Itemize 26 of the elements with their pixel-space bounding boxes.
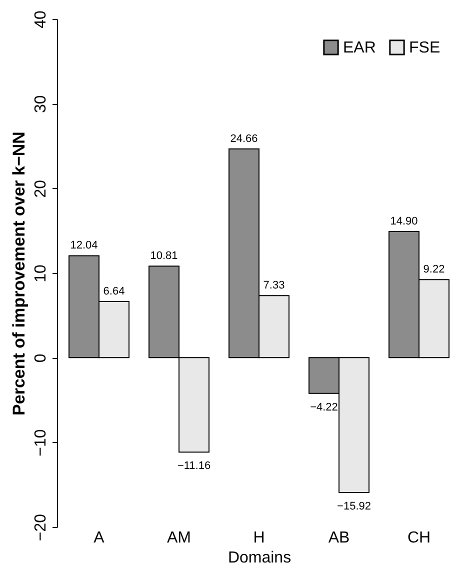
y-tick-label: 40: [32, 10, 50, 28]
x-tick-label: AB: [328, 530, 350, 546]
x-tick-label: A: [94, 530, 105, 546]
data-label: −15.92: [337, 500, 371, 512]
legend-label: FSE: [409, 39, 440, 56]
y-tick-label: −10: [32, 429, 50, 456]
x-axis-title: Domains: [228, 550, 292, 566]
data-label: 10.81: [150, 250, 178, 262]
y-tick-label: 30: [32, 95, 50, 114]
y-tick-label: 20: [32, 180, 50, 198]
data-label: 7.33: [263, 280, 285, 292]
y-tick-label: −20: [32, 514, 50, 542]
legend-label: EAR: [343, 39, 376, 56]
x-tick-label: AM: [167, 530, 191, 546]
data-label: 9.22: [423, 264, 445, 276]
data-label: 6.64: [103, 285, 125, 298]
data-label: −4.22: [310, 401, 338, 414]
y-tick-label: 0: [32, 354, 50, 363]
data-label: 24.66: [230, 132, 258, 145]
data-label: 14.90: [390, 216, 418, 228]
x-tick-label: H: [253, 530, 265, 546]
y-tick-label: 10: [32, 264, 50, 282]
data-label: −11.16: [177, 460, 211, 472]
y-axis-title: Percent of improvement over k−NN: [10, 132, 28, 416]
data-label: 12.04: [70, 240, 98, 252]
x-tick-label: CH: [407, 530, 431, 546]
